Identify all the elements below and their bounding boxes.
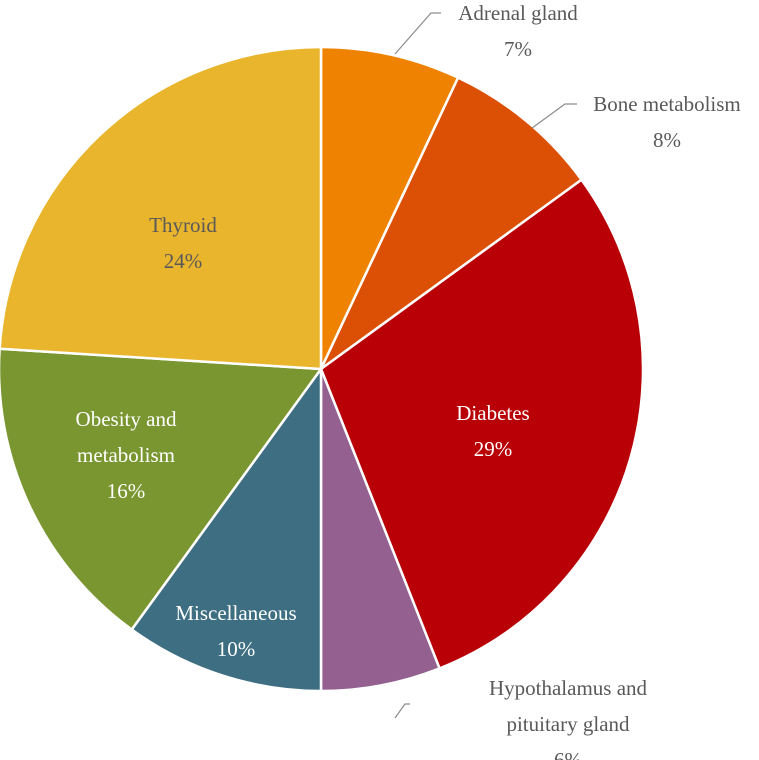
slice-name-obesity-and-metabolism: metabolism [77,443,175,467]
pie-slice-bone-metabolism [319,75,584,371]
leader-line-adrenal-gland [394,12,441,55]
pie-slices [0,45,645,693]
slice-label-miscellaneous: Miscellaneous 10% [175,601,296,661]
slice-name-bone-metabolism: Bone metabolism [593,92,741,116]
leader-line-bone-metabolism [531,103,577,129]
slice-percent-adrenal-gland: 7% [504,37,532,61]
slice-name-hypothalamus-and-pituitary-gland: pituitary gland [506,712,630,736]
slice-label-obesity-and-metabolism: Obesity and metabolism 16% [76,407,177,503]
pie-slice-hypothalamus-and-pituitary-gland [319,368,442,693]
leader-lines [394,12,577,719]
slice-name-adrenal-gland: Adrenal gland [458,1,578,25]
slice-name-miscellaneous: Miscellaneous [175,601,296,625]
slice-labels: Adrenal gland 7% Bone metabolism 8% Diabetes… [76,1,741,760]
slice-name-hypothalamus-and-pituitary-gland: Hypothalamus and [489,676,648,700]
slice-percent-miscellaneous: 10% [217,637,256,661]
pie-slice-thyroid [0,45,323,371]
slice-percent-thyroid: 24% [164,249,203,273]
slice-label-bone-metabolism: Bone metabolism 8% [593,92,741,152]
leader-line-hypothalamus-and-pituitary-gland [394,703,410,719]
pie-slice-miscellaneous [129,365,323,693]
slice-name-obesity-and-metabolism: Obesity and [76,407,177,431]
slice-label-hypothalamus-and-pituitary-gland: Hypothalamus and pituitary gland 6% [489,676,648,760]
slice-label-diabetes: Diabetes 29% [456,401,529,461]
slice-label-thyroid: Thyroid 24% [149,213,217,273]
slice-percent-diabetes: 29% [474,437,513,461]
slice-percent-obesity-and-metabolism: 16% [107,479,146,503]
slice-percent-bone-metabolism: 8% [653,128,681,152]
pie-slice-diabetes [319,177,645,671]
pie-slice-adrenal-gland [319,45,460,370]
pie-slice-obesity-and-metabolism [0,347,324,632]
slice-name-thyroid: Thyroid [149,213,217,237]
slice-name-diabetes: Diabetes [456,401,529,425]
slice-label-adrenal-gland: Adrenal gland 7% [458,1,578,61]
slice-percent-hypothalamus-and-pituitary-gland: 6% [554,748,582,760]
